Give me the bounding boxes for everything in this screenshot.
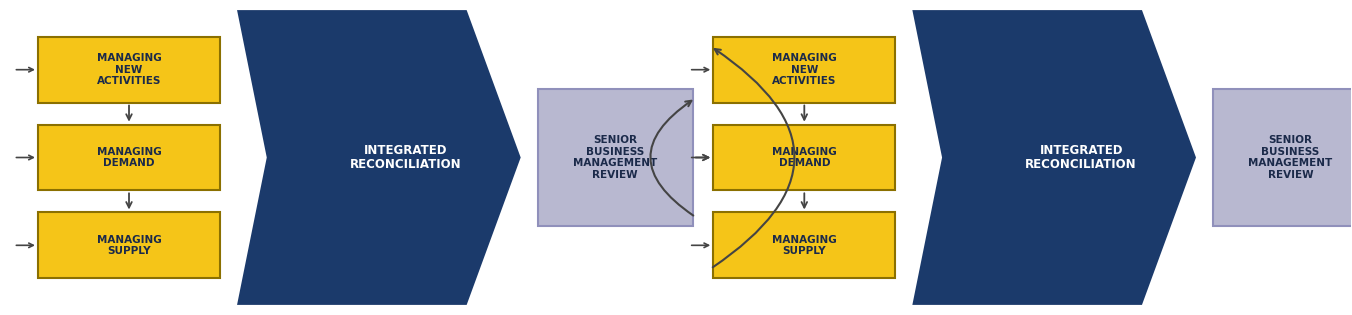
Polygon shape — [913, 10, 1197, 305]
FancyBboxPatch shape — [713, 37, 895, 103]
FancyBboxPatch shape — [538, 89, 692, 226]
FancyBboxPatch shape — [713, 212, 895, 278]
Text: INTEGRATED
RECONCILIATION: INTEGRATED RECONCILIATION — [1025, 144, 1137, 171]
Text: MANAGING
DEMAND: MANAGING DEMAND — [96, 147, 161, 168]
Text: INTEGRATED
RECONCILIATION: INTEGRATED RECONCILIATION — [350, 144, 461, 171]
Polygon shape — [237, 10, 521, 305]
Text: MANAGING
NEW
ACTIVITIES: MANAGING NEW ACTIVITIES — [96, 53, 161, 86]
FancyBboxPatch shape — [38, 124, 220, 191]
FancyBboxPatch shape — [1213, 89, 1352, 226]
Text: SENIOR
BUSINESS
MANAGEMENT
REVIEW: SENIOR BUSINESS MANAGEMENT REVIEW — [1248, 135, 1333, 180]
FancyBboxPatch shape — [38, 212, 220, 278]
Text: MANAGING
DEMAND: MANAGING DEMAND — [772, 147, 837, 168]
FancyBboxPatch shape — [713, 124, 895, 191]
FancyBboxPatch shape — [38, 37, 220, 103]
Text: MANAGING
SUPPLY: MANAGING SUPPLY — [772, 234, 837, 256]
Text: SENIOR
BUSINESS
MANAGEMENT
REVIEW: SENIOR BUSINESS MANAGEMENT REVIEW — [573, 135, 657, 180]
Text: MANAGING
SUPPLY: MANAGING SUPPLY — [96, 234, 161, 256]
Text: MANAGING
NEW
ACTIVITIES: MANAGING NEW ACTIVITIES — [772, 53, 837, 86]
